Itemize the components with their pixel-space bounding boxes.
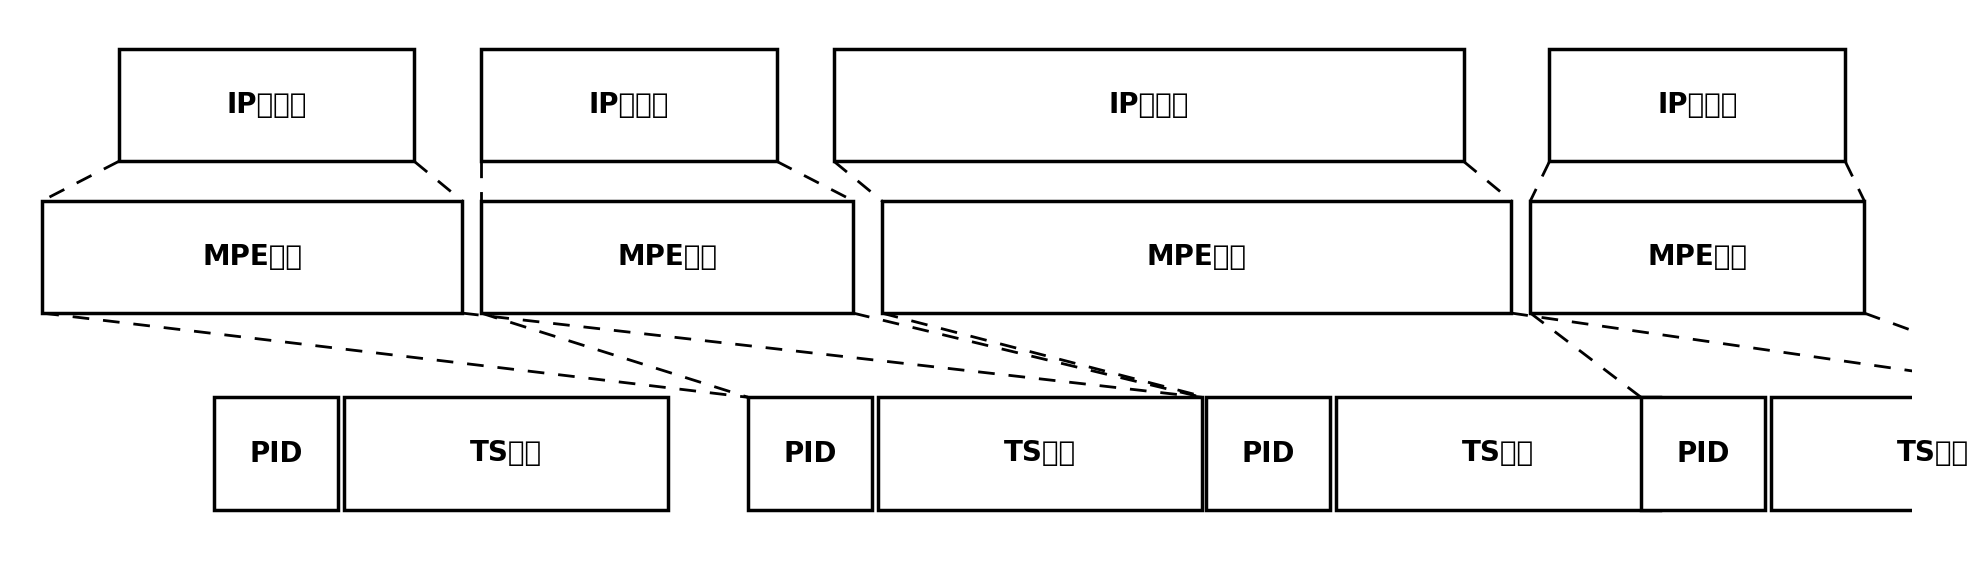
Bar: [878, 397, 1203, 510]
Bar: [835, 49, 1463, 161]
Text: PID: PID: [784, 439, 837, 467]
Text: IP数据报: IP数据报: [589, 91, 669, 119]
Bar: [748, 397, 872, 510]
Bar: [480, 49, 778, 161]
Bar: [1207, 397, 1331, 510]
Bar: [480, 201, 853, 313]
Bar: [1550, 49, 1845, 161]
Text: MPE部分: MPE部分: [616, 243, 717, 271]
Text: TS分组: TS分组: [1896, 439, 1969, 467]
Bar: [1530, 201, 1865, 313]
Text: MPE部分: MPE部分: [203, 243, 301, 271]
Bar: [118, 49, 413, 161]
Text: IP数据报: IP数据报: [1658, 91, 1737, 119]
Bar: [1640, 397, 1764, 510]
Text: IP数据报: IP数据报: [1109, 91, 1189, 119]
Text: TS分组: TS分组: [1461, 439, 1534, 467]
Text: PID: PID: [1676, 439, 1731, 467]
Bar: [41, 201, 463, 313]
Text: TS分组: TS分组: [471, 439, 541, 467]
Bar: [215, 397, 339, 510]
Text: IP数据报: IP数据报: [226, 91, 307, 119]
Text: MPE部分: MPE部分: [1648, 243, 1747, 271]
Bar: [1770, 397, 1969, 510]
Bar: [345, 397, 667, 510]
Text: PID: PID: [250, 439, 303, 467]
Bar: [882, 201, 1512, 313]
Bar: [1335, 397, 1660, 510]
Text: TS分组: TS分组: [1004, 439, 1077, 467]
Text: PID: PID: [1240, 439, 1296, 467]
Text: MPE部分: MPE部分: [1146, 243, 1246, 271]
